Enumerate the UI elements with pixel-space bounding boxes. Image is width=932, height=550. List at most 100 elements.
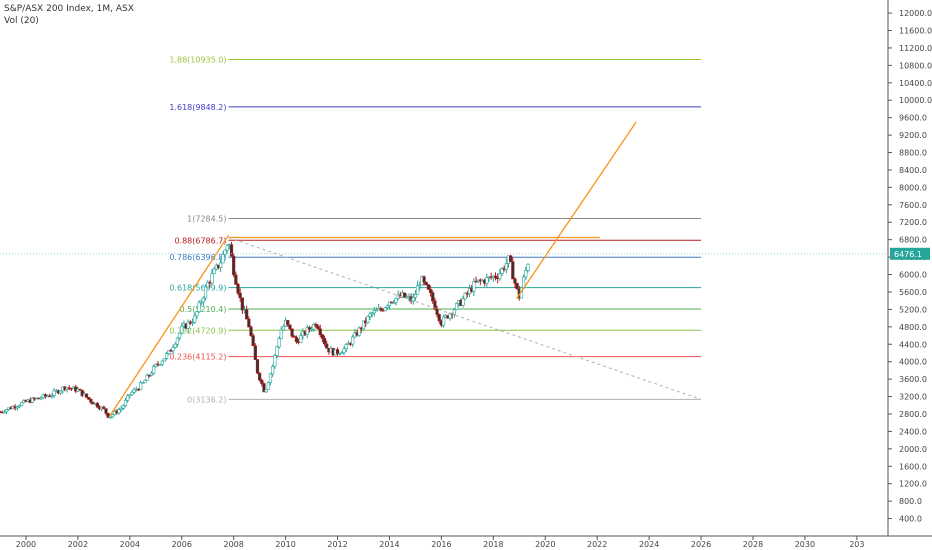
candle[interactable] xyxy=(368,311,372,321)
candle[interactable] xyxy=(428,285,433,297)
trend-line[interactable] xyxy=(516,121,637,299)
candle[interactable] xyxy=(379,306,383,312)
candle[interactable] xyxy=(84,393,89,399)
candle[interactable] xyxy=(526,263,530,273)
candle[interactable] xyxy=(143,379,147,383)
candle[interactable] xyxy=(372,306,376,317)
price-axis[interactable]: 400.0 800.0 1200.0 1600.0 2000.0 2400.0 2800.0… xyxy=(887,0,932,536)
candle[interactable] xyxy=(424,281,428,286)
candle[interactable] xyxy=(165,351,169,361)
candle[interactable] xyxy=(149,370,154,377)
candle[interactable] xyxy=(50,393,54,399)
candle[interactable] xyxy=(236,282,240,296)
candle[interactable] xyxy=(203,284,208,301)
candle[interactable] xyxy=(426,284,431,290)
candle[interactable] xyxy=(117,407,121,415)
candle[interactable] xyxy=(325,340,329,349)
candle[interactable] xyxy=(89,398,93,405)
candle[interactable] xyxy=(152,364,156,375)
candle[interactable] xyxy=(316,324,320,330)
candle[interactable] xyxy=(180,322,184,335)
candle[interactable] xyxy=(249,325,253,337)
volume-indicator-label[interactable]: Vol (20) xyxy=(4,16,39,26)
candle[interactable] xyxy=(413,290,418,301)
candle[interactable] xyxy=(299,332,303,344)
candle[interactable] xyxy=(394,298,398,306)
candle[interactable] xyxy=(58,389,63,396)
candle[interactable] xyxy=(383,306,387,312)
candle[interactable] xyxy=(431,290,435,305)
candle[interactable] xyxy=(264,389,268,393)
candle[interactable] xyxy=(2,409,6,414)
candle[interactable] xyxy=(186,319,190,333)
candle[interactable] xyxy=(43,393,48,399)
candle[interactable] xyxy=(247,316,251,328)
trend-line[interactable] xyxy=(108,234,230,418)
candle[interactable] xyxy=(128,394,132,399)
candle[interactable] xyxy=(171,344,175,355)
candle[interactable] xyxy=(385,304,389,310)
candle[interactable] xyxy=(193,312,197,324)
candle[interactable] xyxy=(4,408,9,414)
candle[interactable] xyxy=(123,397,128,408)
candle[interactable] xyxy=(102,405,106,410)
candle[interactable] xyxy=(52,388,56,398)
candle[interactable] xyxy=(422,275,426,286)
candle[interactable] xyxy=(277,336,281,349)
candle[interactable] xyxy=(121,404,125,411)
candle[interactable] xyxy=(206,280,210,288)
candle[interactable] xyxy=(286,319,290,327)
candle[interactable] xyxy=(104,408,108,416)
candle[interactable] xyxy=(411,293,415,305)
candle[interactable] xyxy=(281,324,286,331)
candle[interactable] xyxy=(342,346,346,356)
candle[interactable] xyxy=(266,381,270,391)
candle[interactable] xyxy=(253,343,257,360)
candle[interactable] xyxy=(294,335,299,344)
candle[interactable] xyxy=(515,282,519,291)
candle[interactable] xyxy=(139,380,143,390)
candle[interactable] xyxy=(255,359,260,375)
candle[interactable] xyxy=(240,297,244,314)
candle[interactable] xyxy=(119,405,123,412)
candle[interactable] xyxy=(374,307,379,312)
candle[interactable] xyxy=(472,278,476,297)
candle[interactable] xyxy=(30,396,35,404)
candle[interactable] xyxy=(195,311,199,320)
candle[interactable] xyxy=(177,332,182,341)
candle[interactable] xyxy=(232,253,236,278)
candle[interactable] xyxy=(15,405,19,411)
candle[interactable] xyxy=(158,363,162,367)
fib-diagonal-line[interactable] xyxy=(228,237,702,400)
candle[interactable] xyxy=(225,244,229,254)
candle[interactable] xyxy=(441,314,446,328)
candle[interactable] xyxy=(175,337,180,348)
candle[interactable] xyxy=(95,401,99,409)
candle[interactable] xyxy=(478,278,482,286)
candle[interactable] xyxy=(351,334,355,348)
candle[interactable] xyxy=(167,350,171,356)
candle[interactable] xyxy=(513,277,517,289)
candle[interactable] xyxy=(357,326,361,337)
candle[interactable] xyxy=(474,276,478,283)
candle[interactable] xyxy=(20,401,24,407)
candle[interactable] xyxy=(223,249,227,258)
candle[interactable] xyxy=(366,315,370,325)
candle[interactable] xyxy=(275,345,279,359)
candle[interactable] xyxy=(416,280,420,295)
candle[interactable] xyxy=(454,302,459,311)
candle[interactable] xyxy=(320,333,324,343)
candle[interactable] xyxy=(318,324,322,338)
candle[interactable] xyxy=(370,311,374,318)
candle[interactable] xyxy=(238,288,242,302)
candle[interactable] xyxy=(309,325,314,332)
candle[interactable] xyxy=(452,307,456,318)
candle[interactable] xyxy=(279,326,283,340)
candle[interactable] xyxy=(110,413,115,419)
candle[interactable] xyxy=(307,325,312,333)
candle[interactable] xyxy=(80,389,84,398)
candle[interactable] xyxy=(197,299,201,314)
candle[interactable] xyxy=(260,378,264,387)
candle[interactable] xyxy=(160,359,164,367)
candle[interactable] xyxy=(190,318,195,327)
